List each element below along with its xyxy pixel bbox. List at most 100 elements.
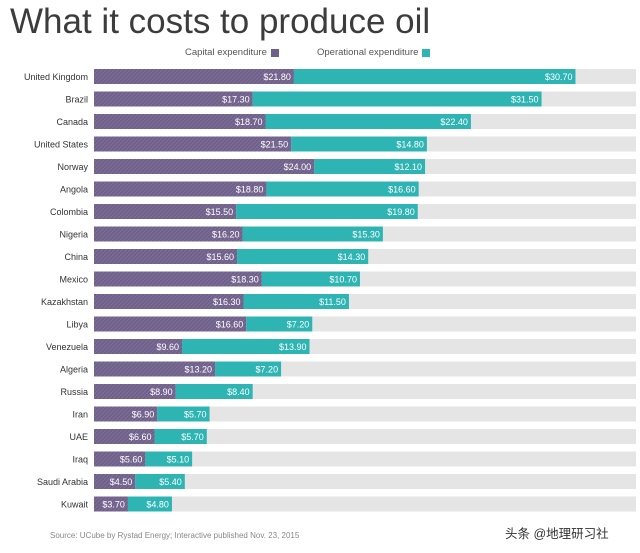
data-label-capital-nigeria: $16.20 bbox=[212, 230, 240, 240]
data-label-operational-russia: $8.40 bbox=[227, 387, 250, 397]
bar-operational-norway bbox=[314, 159, 426, 174]
data-label-operational-iraq: $5.10 bbox=[167, 455, 190, 465]
bar-capital-kazakhstan bbox=[94, 294, 244, 309]
legend-capital-swatch bbox=[270, 48, 279, 57]
bar-track-kuwait bbox=[94, 496, 636, 512]
bar-capital-united-states bbox=[94, 136, 292, 152]
bar-capital-libya bbox=[94, 316, 247, 332]
data-label-capital-norway: $24.00 bbox=[284, 162, 312, 172]
bar-operational-algeria bbox=[215, 361, 282, 377]
legend: Capital expenditure Operational expendit… bbox=[0, 47, 640, 61]
source-note: Source: UCube by Rystad Energy; Interact… bbox=[50, 531, 300, 540]
watermark: 头条 @地理研习社 bbox=[505, 527, 609, 541]
bar-operational-iran bbox=[157, 406, 210, 422]
data-label-capital-libya: $16.60 bbox=[216, 320, 244, 330]
bar-operational-russia bbox=[175, 384, 253, 399]
bar-operational-uae bbox=[154, 429, 207, 444]
data-label-capital-united-states: $21.50 bbox=[261, 140, 289, 150]
data-label-operational-algeria: $7.20 bbox=[256, 365, 279, 375]
bar-operational-brazil bbox=[252, 91, 542, 107]
data-label-operational-saudi-arabia: $5.40 bbox=[159, 477, 182, 487]
category-label-algeria: Algeria bbox=[60, 365, 88, 375]
data-label-operational-iran: $5.70 bbox=[184, 410, 207, 420]
data-label-operational-canada: $22.40 bbox=[440, 117, 468, 127]
category-label-libya: Libya bbox=[66, 320, 88, 330]
data-label-operational-libya: $7.20 bbox=[287, 320, 310, 330]
bar-capital-nigeria bbox=[94, 226, 243, 242]
bar-capital-algeria bbox=[94, 361, 216, 377]
bar-operational-china bbox=[237, 249, 369, 264]
bar-capital-russia bbox=[94, 384, 176, 399]
bar-capital-brazil bbox=[94, 91, 253, 107]
data-label-capital-colombia: $15.50 bbox=[206, 207, 234, 217]
data-label-operational-uae: $5.70 bbox=[181, 432, 204, 442]
data-label-operational-venezuela: $13.90 bbox=[279, 342, 307, 352]
category-label-angola: Angola bbox=[60, 185, 88, 195]
bar-track-iraq bbox=[94, 451, 636, 467]
bar-capital-canada bbox=[94, 114, 266, 129]
data-label-operational-china: $14.30 bbox=[338, 252, 366, 262]
category-label-colombia: Colombia bbox=[50, 207, 88, 217]
bar-track-iran bbox=[94, 406, 636, 422]
category-label-saudi-arabia: Saudi Arabia bbox=[37, 477, 88, 487]
bar-operational-saudi-arabia bbox=[135, 474, 185, 489]
bar-operational-mexico bbox=[261, 271, 360, 287]
data-label-operational-colombia: $19.80 bbox=[387, 207, 415, 217]
bar-capital-saudi-arabia bbox=[94, 474, 136, 489]
data-label-operational-nigeria: $15.30 bbox=[352, 230, 380, 240]
bar-operational-kuwait bbox=[127, 496, 172, 512]
category-label-uae: UAE bbox=[69, 432, 88, 442]
data-label-operational-united-states: $14.80 bbox=[396, 140, 424, 150]
bar-capital-iraq bbox=[94, 451, 146, 467]
data-label-capital-brazil: $17.30 bbox=[222, 95, 250, 105]
category-label-nigeria: Nigeria bbox=[59, 230, 88, 240]
bar-capital-kuwait bbox=[94, 496, 128, 512]
bar-capital-mexico bbox=[94, 271, 262, 287]
data-label-capital-iraq: $5.60 bbox=[120, 455, 143, 465]
category-label-russia: Russia bbox=[60, 387, 88, 397]
data-label-capital-russia: $8.90 bbox=[150, 387, 173, 397]
bar-capital-venezuela bbox=[94, 339, 183, 354]
bar-track-saudi-arabia bbox=[94, 474, 636, 489]
bar-operational-libya bbox=[246, 316, 313, 332]
bar-capital-norway bbox=[94, 159, 315, 174]
data-label-capital-china: $15.60 bbox=[207, 252, 235, 262]
data-label-capital-kuwait: $3.70 bbox=[102, 500, 125, 510]
bar-capital-uae bbox=[94, 429, 155, 444]
bar-operational-kazakhstan bbox=[243, 294, 349, 309]
bar-capital-china bbox=[94, 249, 238, 264]
bar-operational-united-states bbox=[291, 136, 427, 152]
data-label-capital-canada: $18.70 bbox=[235, 117, 263, 127]
category-label-norway: Norway bbox=[57, 162, 88, 172]
data-label-operational-norway: $12.10 bbox=[395, 162, 423, 172]
bar-operational-united-kingdom bbox=[293, 69, 576, 84]
data-label-capital-venezuela: $9.60 bbox=[157, 342, 180, 352]
bar-operational-iraq bbox=[145, 451, 193, 467]
category-label-canada: Canada bbox=[56, 117, 88, 127]
legend-operational-label: Operational expenditure bbox=[317, 47, 419, 58]
data-label-capital-united-kingdom: $21.80 bbox=[263, 72, 291, 82]
category-label-iran: Iran bbox=[72, 410, 88, 420]
category-label-kuwait: Kuwait bbox=[61, 500, 89, 510]
legend-capital-label: Capital expenditure bbox=[185, 47, 267, 58]
category-label-venezuela: Venezuela bbox=[46, 342, 88, 352]
bar-operational-nigeria bbox=[242, 226, 383, 242]
data-label-operational-brazil: $31.50 bbox=[511, 95, 539, 105]
legend-operational: Operational expenditure bbox=[317, 47, 431, 58]
category-label-united-states: United States bbox=[34, 140, 89, 150]
category-label-kazakhstan: Kazakhstan bbox=[41, 297, 88, 307]
category-label-china: China bbox=[64, 252, 88, 262]
data-label-operational-mexico: $10.70 bbox=[329, 275, 357, 285]
data-label-capital-uae: $6.60 bbox=[129, 432, 152, 442]
bar-capital-angola bbox=[94, 181, 267, 197]
bar-operational-angola bbox=[266, 181, 419, 197]
data-label-operational-kazakhstan: $11.50 bbox=[319, 297, 346, 307]
data-label-capital-kazakhstan: $16.30 bbox=[213, 297, 241, 307]
data-label-operational-angola: $16.60 bbox=[388, 185, 416, 195]
bar-capital-iran bbox=[94, 406, 158, 422]
legend-operational-swatch bbox=[422, 48, 431, 57]
data-label-capital-angola: $18.80 bbox=[236, 185, 264, 195]
legend-capital: Capital expenditure bbox=[185, 47, 279, 58]
category-label-mexico: Mexico bbox=[59, 275, 88, 285]
